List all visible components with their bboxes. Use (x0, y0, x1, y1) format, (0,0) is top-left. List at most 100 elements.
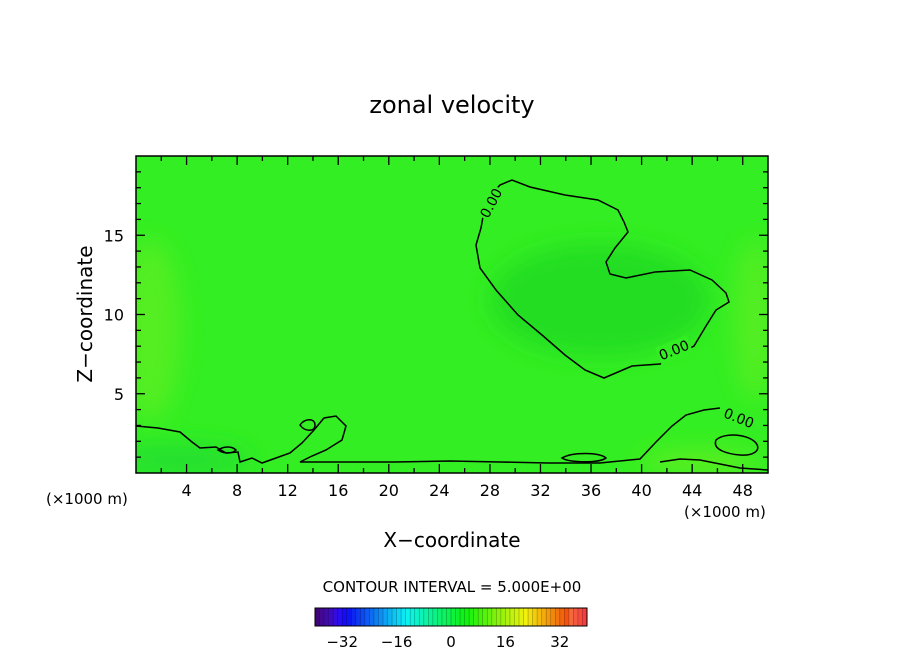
x-tick-label: 4 (181, 481, 191, 500)
field-high-right (735, 240, 768, 400)
colorbar-segment (455, 608, 461, 626)
colorbar-tick-label: 16 (496, 633, 515, 651)
colorbar-segment (337, 608, 343, 626)
colorbar-segment (487, 608, 493, 626)
x-tick-label: 8 (232, 481, 242, 500)
colorbar-segment (478, 608, 484, 626)
colorbar-segment (369, 608, 375, 626)
colorbar-segment (500, 608, 506, 626)
x-tick-label: 44 (682, 481, 702, 500)
x-unit-label-right: (×1000 m) (684, 503, 766, 521)
contour-line-surface-right (659, 458, 768, 471)
x-tick-label: 16 (328, 481, 348, 500)
y-tick-label: 5 (114, 385, 124, 404)
colorbar-segment (315, 608, 320, 626)
colorbar-segment (346, 608, 352, 626)
colorbar-segment (564, 608, 570, 626)
x-tick-label: 20 (379, 481, 399, 500)
colorbar-tick-label: −16 (381, 633, 413, 651)
colorbar-segment (555, 608, 561, 626)
y-tick-label: 10 (104, 306, 124, 325)
colorbar-segment (373, 608, 379, 626)
colorbar-segment (523, 608, 529, 626)
field-surface-low-left (136, 446, 250, 473)
colorbar-segment (378, 608, 384, 626)
colorbar-segment (405, 608, 411, 626)
colorbar-segment (505, 608, 511, 626)
colorbar-segment (383, 608, 388, 626)
contour-line-upper (475, 179, 730, 379)
x-tick-label: 36 (581, 481, 601, 500)
x-axis-ticks (160, 156, 744, 473)
colorbar-segment (410, 608, 416, 626)
colorbar-segment (469, 608, 474, 626)
colorbar-segment (514, 608, 520, 626)
contour-lines (136, 179, 768, 471)
colorbar-tick-labels: −32 −16 0 16 32 (326, 633, 569, 651)
contour-interval-text: CONTOUR INTERVAL = 5.000E+00 (323, 578, 582, 596)
colorbar-segment (482, 608, 488, 626)
contour-line-surface-left (136, 407, 721, 464)
colorbar-segment (351, 608, 357, 626)
colorbar-segment (451, 608, 456, 626)
y-tick-label: 15 (104, 226, 124, 245)
x-tick-label: 32 (530, 481, 550, 500)
colorbar-segment (396, 608, 402, 626)
y-axis-label: Z−coordinate (73, 245, 97, 382)
colorbar-frame (314, 607, 588, 627)
colorbar-tick-label: −32 (326, 633, 358, 651)
colorbar-segment (568, 608, 574, 626)
colorbar-segment (419, 608, 425, 626)
colorbar-segment (432, 608, 438, 626)
colorbar-segment (464, 608, 470, 626)
colorbar-segment (428, 608, 434, 626)
x-tick-label: 40 (631, 481, 651, 500)
colorbar-segment (496, 608, 502, 626)
colorbar-segment (333, 608, 338, 626)
colorbar-tick-label: 32 (550, 633, 569, 651)
colorbar-segment (364, 608, 370, 626)
colorbar-tick-label: 0 (446, 633, 456, 651)
field-high-left (136, 240, 180, 420)
colorbar-segment (319, 608, 325, 626)
colorbar-segment (550, 608, 556, 626)
colorbar-segment (446, 608, 452, 626)
colorbar-segment (577, 608, 583, 626)
colorbar-segment (392, 608, 397, 626)
colorbar-segment (460, 608, 465, 626)
colorbar-segment (491, 608, 497, 626)
x-tick-label: 12 (278, 481, 298, 500)
contour-closed-small-1 (299, 419, 316, 431)
x-tick-label: 24 (429, 481, 449, 500)
colorbar-segment (541, 608, 547, 626)
colorbar-segment (546, 608, 552, 626)
colorbar-segment (537, 608, 542, 626)
colorbar-segment (355, 608, 361, 626)
x-tick-label: 28 (480, 481, 500, 500)
colorbar-segment (573, 608, 579, 626)
colorbar-segment (324, 608, 329, 626)
colorbar-segment (423, 608, 429, 626)
colorbar-segment (559, 608, 565, 626)
colorbar-segment (342, 608, 348, 626)
contour-closed-small-2 (714, 434, 759, 456)
colorbar-segment (328, 608, 334, 626)
y-axis-tick-labels: 5 10 15 (104, 226, 124, 404)
x-axis-label: X−coordinate (383, 528, 520, 552)
x-unit-label-left: (×1000 m) (46, 490, 128, 508)
colorbar-segment (437, 608, 443, 626)
x-tick-label: 48 (733, 481, 753, 500)
colorbar-segment (360, 608, 366, 626)
colorbar-segment (441, 608, 447, 626)
field-surface-high-right (640, 452, 760, 472)
colorbar-segment (509, 608, 515, 626)
contour-fill-area (136, 156, 768, 473)
colorbar-segment (528, 608, 533, 626)
colorbar-segment (387, 608, 393, 626)
colorbar-segment (401, 608, 406, 626)
colorbar-segment (414, 608, 420, 626)
colorbar-segment (473, 608, 479, 626)
y-axis-ticks (136, 171, 768, 458)
field-low-region (490, 245, 710, 355)
contour-closed-small-3 (560, 452, 608, 463)
